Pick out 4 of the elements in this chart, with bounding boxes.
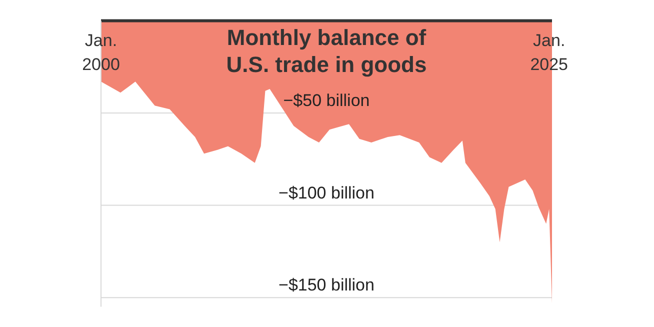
y-tick-label: −$100 billion (278, 183, 374, 202)
y-tick-label: −$150 billion (278, 276, 374, 295)
y-tick-label: −$50 billion (283, 90, 370, 110)
text: Monthly balance of U.S. trade in goods (226, 25, 427, 77)
